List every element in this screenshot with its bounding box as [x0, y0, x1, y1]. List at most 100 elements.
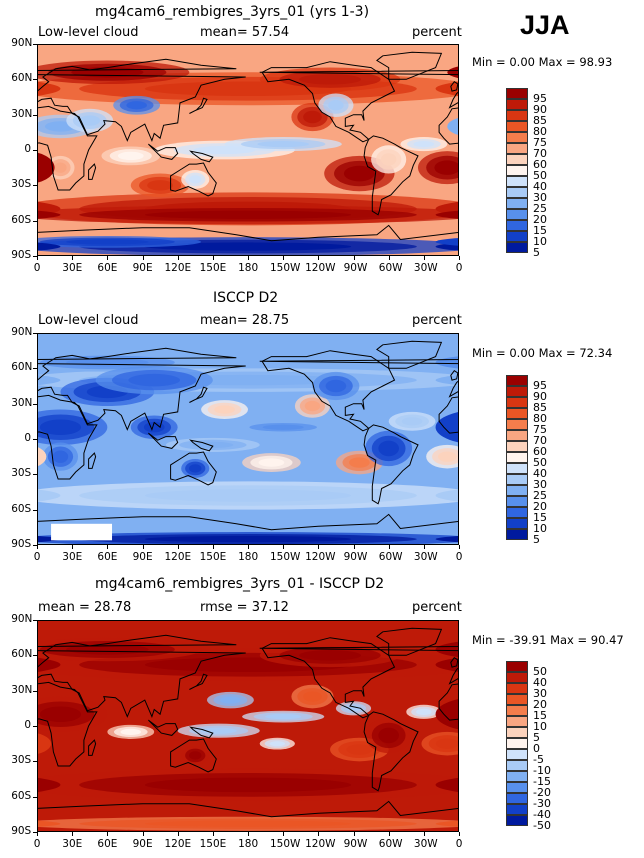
colorbar-label: 60 — [533, 158, 547, 171]
colorbar-swatch — [506, 408, 528, 419]
x-tick-mark — [353, 545, 355, 549]
colorbar-label: -20 — [533, 786, 551, 799]
coastline-antarctica — [37, 224, 459, 256]
x-tick-mark — [107, 832, 109, 836]
field-wrap-3 — [447, 66, 459, 79]
x-tick-mark — [72, 256, 74, 260]
field-wrap-1 — [435, 374, 459, 386]
colorbar-swatch — [506, 507, 528, 518]
coastline-australia — [170, 451, 217, 486]
field-wrap-2 — [37, 81, 61, 96]
x-tick-label: 60E — [97, 262, 118, 274]
colorbar-swatch — [506, 176, 528, 187]
colorbar-label: -30 — [533, 797, 551, 810]
field-wrap-0 — [435, 489, 459, 502]
x-tick-label: 30W — [413, 838, 438, 850]
x-tick-label: 60W — [378, 838, 403, 850]
field-contour-12-2 — [117, 151, 144, 161]
y-tick-label: 60S — [11, 502, 32, 515]
coastline-australia — [170, 162, 217, 197]
x-tick-mark — [72, 545, 74, 549]
colorbar-swatch — [506, 705, 528, 716]
coastline-africa-0 — [37, 681, 98, 767]
coastline-eurasia-0 — [37, 347, 246, 432]
y-tick-mark — [33, 150, 37, 151]
coastline-japan — [189, 673, 208, 690]
field-wrap-1 — [435, 657, 459, 672]
field-contour-14-2 — [189, 464, 202, 473]
missing-data-1 — [51, 523, 113, 541]
field-contour-19-2 — [144, 536, 352, 543]
coastline-namerica — [261, 61, 396, 143]
x-tick-mark — [142, 545, 144, 549]
field-contour-8-2 — [192, 441, 234, 448]
coastline-antarctica — [37, 800, 459, 832]
colorbar-swatch — [506, 110, 528, 121]
colorbar-label: 20 — [533, 500, 547, 513]
field-contour-8-2 — [147, 180, 173, 191]
x-tick-mark — [72, 832, 74, 836]
field-wrap-0 — [435, 777, 459, 793]
panel1-variable-label: Low-level cloud — [38, 25, 139, 40]
colorbar-label: 50 — [533, 169, 547, 182]
coastline-uk — [450, 81, 459, 92]
field-wrap-17 — [37, 820, 61, 827]
x-tick-label: 150W — [269, 551, 301, 563]
panel3-units-label: percent — [412, 600, 462, 615]
x-tick-label: 60E — [97, 838, 118, 850]
y-tick-mark — [33, 333, 37, 334]
x-tick-mark — [212, 832, 214, 836]
colorbar-label: 30 — [533, 687, 547, 700]
x-tick-mark — [388, 832, 390, 836]
field-contour-13-2 — [345, 705, 362, 712]
map-frame — [37, 620, 459, 832]
colorbar-swatch — [506, 88, 528, 99]
colorbar-label: 20 — [533, 698, 547, 711]
field-contour-15-2 — [126, 101, 147, 110]
y-tick-mark — [33, 620, 37, 621]
x-tick-label: 0 — [455, 262, 463, 274]
colorbar-label: 30 — [533, 191, 547, 204]
colorbar-label: 0 — [533, 742, 540, 755]
field-contour-17-2 — [380, 153, 397, 166]
panel2-mean-label: mean= 28.75 — [200, 313, 290, 328]
coastline-greenland — [376, 627, 443, 656]
x-tick-label: 90W — [343, 262, 368, 274]
y-tick-label: 30S — [11, 178, 32, 191]
colorbar-swatch — [506, 187, 528, 198]
map-frame — [37, 333, 459, 545]
field-contour-6-2 — [434, 160, 459, 175]
colorbar-swatch — [506, 782, 528, 793]
field-wrap-6 — [37, 152, 55, 183]
colorbar-label: 20 — [533, 213, 547, 226]
field-wrap-4 — [37, 446, 47, 467]
field-wrap-17 — [435, 820, 459, 827]
colorbar-swatch — [506, 694, 528, 705]
y-tick-label: 0 — [24, 719, 32, 731]
colorbar-swatch — [506, 430, 528, 441]
colorbar-swatch — [506, 793, 528, 804]
map-frame — [37, 44, 459, 256]
colorbar-label: 15 — [533, 511, 547, 524]
coastline-australia — [170, 738, 217, 773]
x-tick-label: 60W — [378, 551, 403, 563]
field-wrap-21 — [435, 237, 459, 246]
x-tick-mark — [37, 545, 38, 549]
field-wrap-1 — [435, 210, 459, 219]
colorbar-swatch — [506, 242, 528, 253]
x-tick-mark — [177, 832, 179, 836]
colorbar-swatch — [506, 727, 528, 738]
y-tick-label: 30N — [11, 683, 33, 696]
x-tick-label: 0 — [455, 838, 463, 850]
y-tick-mark — [33, 761, 37, 763]
colorbar-label: 5 — [533, 533, 540, 546]
season-label: JJA — [520, 10, 570, 40]
field-wrap-11 — [435, 411, 459, 443]
y-tick-label: 0 — [24, 432, 32, 444]
x-tick-mark — [37, 832, 38, 836]
y-tick-mark — [33, 79, 37, 81]
coastline-eurasia-0 — [37, 58, 246, 143]
colorbar-label: 85 — [533, 114, 547, 127]
colorbar-swatch — [506, 419, 528, 430]
coastline-africa-0 — [37, 394, 98, 480]
